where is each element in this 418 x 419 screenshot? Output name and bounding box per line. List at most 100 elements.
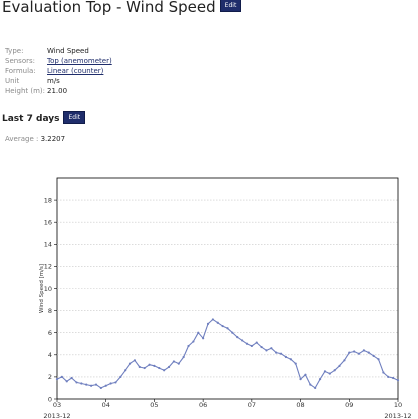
formula-link[interactable]: Linear (counter) (47, 67, 104, 75)
data-point (85, 383, 88, 386)
x-tick-label: 04 (102, 401, 110, 409)
meta-row-height: Height (m): 21.00 (5, 86, 112, 96)
data-point (309, 383, 312, 386)
data-point (299, 378, 302, 381)
data-point (304, 373, 307, 376)
data-point (323, 370, 327, 373)
data-point (231, 331, 234, 334)
data-point (109, 382, 112, 385)
meta-key-formula: Formula: (5, 67, 36, 75)
data-point (333, 369, 336, 372)
data-point (353, 350, 356, 353)
meta-value-unit: m/s (47, 77, 60, 85)
data-point (338, 364, 341, 367)
data-point (60, 375, 63, 378)
data-point (289, 358, 292, 361)
data-point (99, 386, 102, 390)
data-point (372, 354, 375, 358)
data-point (216, 321, 219, 324)
data-point (172, 360, 176, 363)
y-tick-label: 8 (48, 307, 52, 315)
average-key: Average : (5, 135, 39, 143)
data-point (143, 366, 146, 370)
evaluation-meta: Type: Wind Speed Sensors: Top (anemometer)… (5, 46, 112, 96)
y-axis-label: Wind Speed [m/s] (39, 264, 45, 313)
data-point (114, 381, 117, 384)
edit-evaluation-button[interactable]: Edit (219, 0, 242, 12)
y-tick-label: 0 (48, 395, 52, 403)
data-point (270, 347, 273, 350)
y-tick-label: 2 (48, 373, 52, 381)
data-point (396, 379, 400, 382)
x-tick-label: 07 (248, 401, 256, 409)
meta-key-unit: Unit (5, 77, 20, 85)
x-tick-label: 08 (296, 401, 304, 409)
y-tick-label: 6 (48, 329, 52, 337)
data-point (65, 380, 68, 383)
section-title: Last 7 days Edit (2, 111, 86, 125)
y-tick-label: 18 (44, 196, 52, 204)
data-point (221, 324, 224, 328)
x-tick-sublabel: 2013-12 (384, 412, 411, 419)
data-point (348, 351, 351, 354)
data-point (167, 365, 171, 369)
meta-key-height: Height (m): (5, 87, 46, 95)
x-tick-label: 10 (394, 401, 402, 409)
meta-row-unit: Unit m/s (5, 76, 112, 86)
data-point (119, 375, 122, 378)
data-point (250, 344, 253, 348)
sensor-link[interactable]: Top (anemometer) (47, 57, 112, 65)
data-point (343, 359, 346, 362)
data-point (70, 376, 73, 380)
data-point (197, 331, 200, 334)
data-point (377, 358, 380, 361)
data-point (128, 362, 132, 365)
page-title: Evaluation Top - Wind Speed Edit (2, 0, 242, 16)
y-tick-label: 10 (44, 285, 52, 293)
data-point (279, 352, 283, 355)
data-point (148, 363, 151, 366)
data-point (55, 378, 59, 381)
data-point (260, 345, 263, 349)
data-point (357, 352, 361, 355)
y-tick-label: 14 (44, 241, 52, 249)
data-point (153, 364, 156, 367)
x-tick-label: 06 (199, 401, 207, 409)
page-title-text: Evaluation Top - Wind Speed (2, 0, 216, 16)
x-tick-label: 05 (150, 401, 158, 409)
data-point (163, 369, 166, 372)
data-point (255, 341, 258, 344)
meta-key-type: Type: (5, 47, 24, 55)
average-value: 3.2207 (40, 135, 66, 143)
data-point (245, 342, 249, 345)
data-point (124, 369, 127, 372)
data-point (226, 327, 229, 330)
meta-key-sensors: Sensors: (5, 57, 35, 65)
data-point (177, 362, 180, 365)
data-point (94, 383, 98, 386)
data-point (275, 351, 278, 354)
x-tick-sublabel: 2013-12 (43, 412, 70, 419)
data-point (182, 355, 185, 359)
data-point (75, 381, 78, 384)
data-point (284, 355, 288, 359)
data-point (382, 371, 385, 374)
data-point (202, 337, 205, 340)
data-point (314, 386, 317, 390)
average-readout: Average : 3.2207 (5, 135, 65, 143)
data-point (104, 384, 107, 387)
plot-frame (56, 177, 399, 400)
data-point (158, 366, 161, 370)
data-point (187, 344, 190, 348)
wind-speed-chart: 0 2 4 6 8 10 12 14 16 18 03 2013-12 04 05 06 07 08 09 10 20… (39, 177, 412, 419)
meta-row-sensors: Sensors: Top (anemometer) (5, 56, 112, 66)
data-point (241, 339, 244, 342)
data-point (138, 365, 141, 369)
data-point (318, 378, 322, 381)
data-point (80, 382, 83, 385)
data-point (265, 349, 268, 352)
data-point (328, 372, 331, 375)
meta-row-type: Type: Wind Speed (5, 46, 112, 56)
x-tick-label: 03 (53, 401, 61, 409)
edit-period-button[interactable]: Edit (63, 111, 86, 124)
